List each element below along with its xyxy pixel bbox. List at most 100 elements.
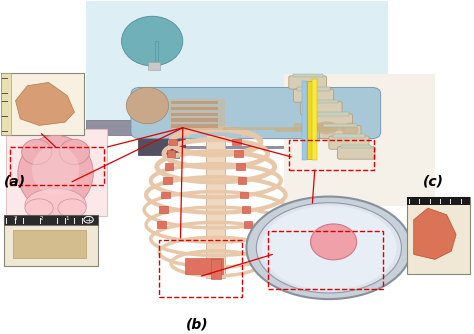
- Bar: [268, 231, 383, 289]
- Bar: [223, 127, 317, 130]
- Bar: [304, 100, 338, 103]
- Bar: [171, 125, 218, 128]
- Bar: [169, 99, 225, 130]
- Bar: [323, 124, 357, 127]
- Bar: [450, 199, 451, 204]
- Bar: [65, 218, 66, 224]
- Bar: [307, 81, 312, 159]
- Ellipse shape: [342, 123, 358, 137]
- Bar: [32, 218, 33, 224]
- Bar: [2, 93, 8, 94]
- Bar: [419, 199, 420, 204]
- Bar: [244, 221, 252, 228]
- Bar: [86, 121, 426, 135]
- Bar: [430, 199, 431, 204]
- Bar: [6, 218, 7, 224]
- FancyBboxPatch shape: [319, 126, 361, 139]
- Bar: [171, 101, 218, 104]
- Text: (b): (b): [186, 318, 208, 332]
- Bar: [13, 230, 86, 258]
- FancyBboxPatch shape: [289, 76, 327, 89]
- Bar: [2, 124, 8, 125]
- Bar: [293, 123, 331, 131]
- Bar: [289, 140, 374, 170]
- FancyBboxPatch shape: [310, 114, 353, 127]
- Bar: [23, 218, 24, 224]
- Bar: [148, 62, 160, 70]
- Text: (c): (c): [423, 175, 444, 189]
- Bar: [297, 88, 330, 91]
- Bar: [292, 74, 323, 77]
- Ellipse shape: [25, 188, 86, 221]
- Ellipse shape: [315, 121, 338, 134]
- Ellipse shape: [246, 196, 411, 299]
- Bar: [171, 107, 218, 110]
- FancyBboxPatch shape: [293, 89, 334, 102]
- FancyBboxPatch shape: [337, 147, 375, 159]
- Bar: [211, 260, 220, 279]
- Bar: [40, 218, 41, 224]
- Ellipse shape: [58, 199, 86, 217]
- Bar: [167, 150, 175, 157]
- Ellipse shape: [310, 224, 357, 260]
- Bar: [284, 74, 435, 206]
- Bar: [407, 196, 470, 274]
- Ellipse shape: [25, 199, 53, 217]
- Bar: [169, 139, 177, 145]
- Bar: [157, 221, 166, 228]
- Text: 2: 2: [40, 216, 43, 221]
- Bar: [461, 199, 462, 204]
- Bar: [15, 218, 16, 224]
- Ellipse shape: [32, 145, 79, 195]
- Bar: [232, 139, 241, 145]
- Bar: [206, 135, 225, 278]
- Polygon shape: [414, 208, 456, 260]
- Text: 1: 1: [65, 216, 69, 221]
- Bar: [159, 206, 168, 213]
- Bar: [312, 79, 317, 160]
- Ellipse shape: [22, 139, 52, 164]
- FancyBboxPatch shape: [329, 136, 369, 149]
- Bar: [171, 119, 218, 122]
- Bar: [388, 1, 473, 134]
- Bar: [138, 134, 185, 155]
- Bar: [171, 113, 218, 116]
- Bar: [161, 192, 170, 198]
- Bar: [6, 129, 108, 216]
- Polygon shape: [16, 82, 74, 126]
- Bar: [185, 258, 223, 274]
- Bar: [341, 145, 371, 148]
- Bar: [2, 116, 8, 117]
- Bar: [407, 196, 470, 205]
- Bar: [234, 150, 243, 157]
- Ellipse shape: [261, 206, 397, 290]
- Ellipse shape: [126, 88, 169, 124]
- Bar: [82, 218, 83, 224]
- Bar: [48, 218, 49, 224]
- Bar: [240, 192, 248, 198]
- Bar: [4, 215, 98, 225]
- Bar: [275, 128, 331, 132]
- Ellipse shape: [59, 139, 90, 164]
- Bar: [388, 134, 400, 159]
- Bar: [4, 215, 98, 266]
- Bar: [57, 218, 58, 224]
- Bar: [10, 147, 104, 185]
- Bar: [238, 177, 246, 184]
- Bar: [86, 1, 473, 134]
- Bar: [2, 78, 8, 79]
- Bar: [322, 125, 346, 131]
- Bar: [169, 134, 181, 159]
- Ellipse shape: [256, 203, 401, 293]
- Bar: [1, 72, 11, 135]
- Bar: [74, 218, 75, 224]
- Ellipse shape: [18, 135, 93, 211]
- Bar: [242, 206, 250, 213]
- Text: (a): (a): [4, 175, 26, 189]
- Bar: [169, 146, 400, 149]
- Text: 3: 3: [14, 216, 17, 221]
- Bar: [302, 81, 307, 160]
- Bar: [155, 41, 158, 64]
- Bar: [2, 101, 8, 102]
- Bar: [440, 199, 441, 204]
